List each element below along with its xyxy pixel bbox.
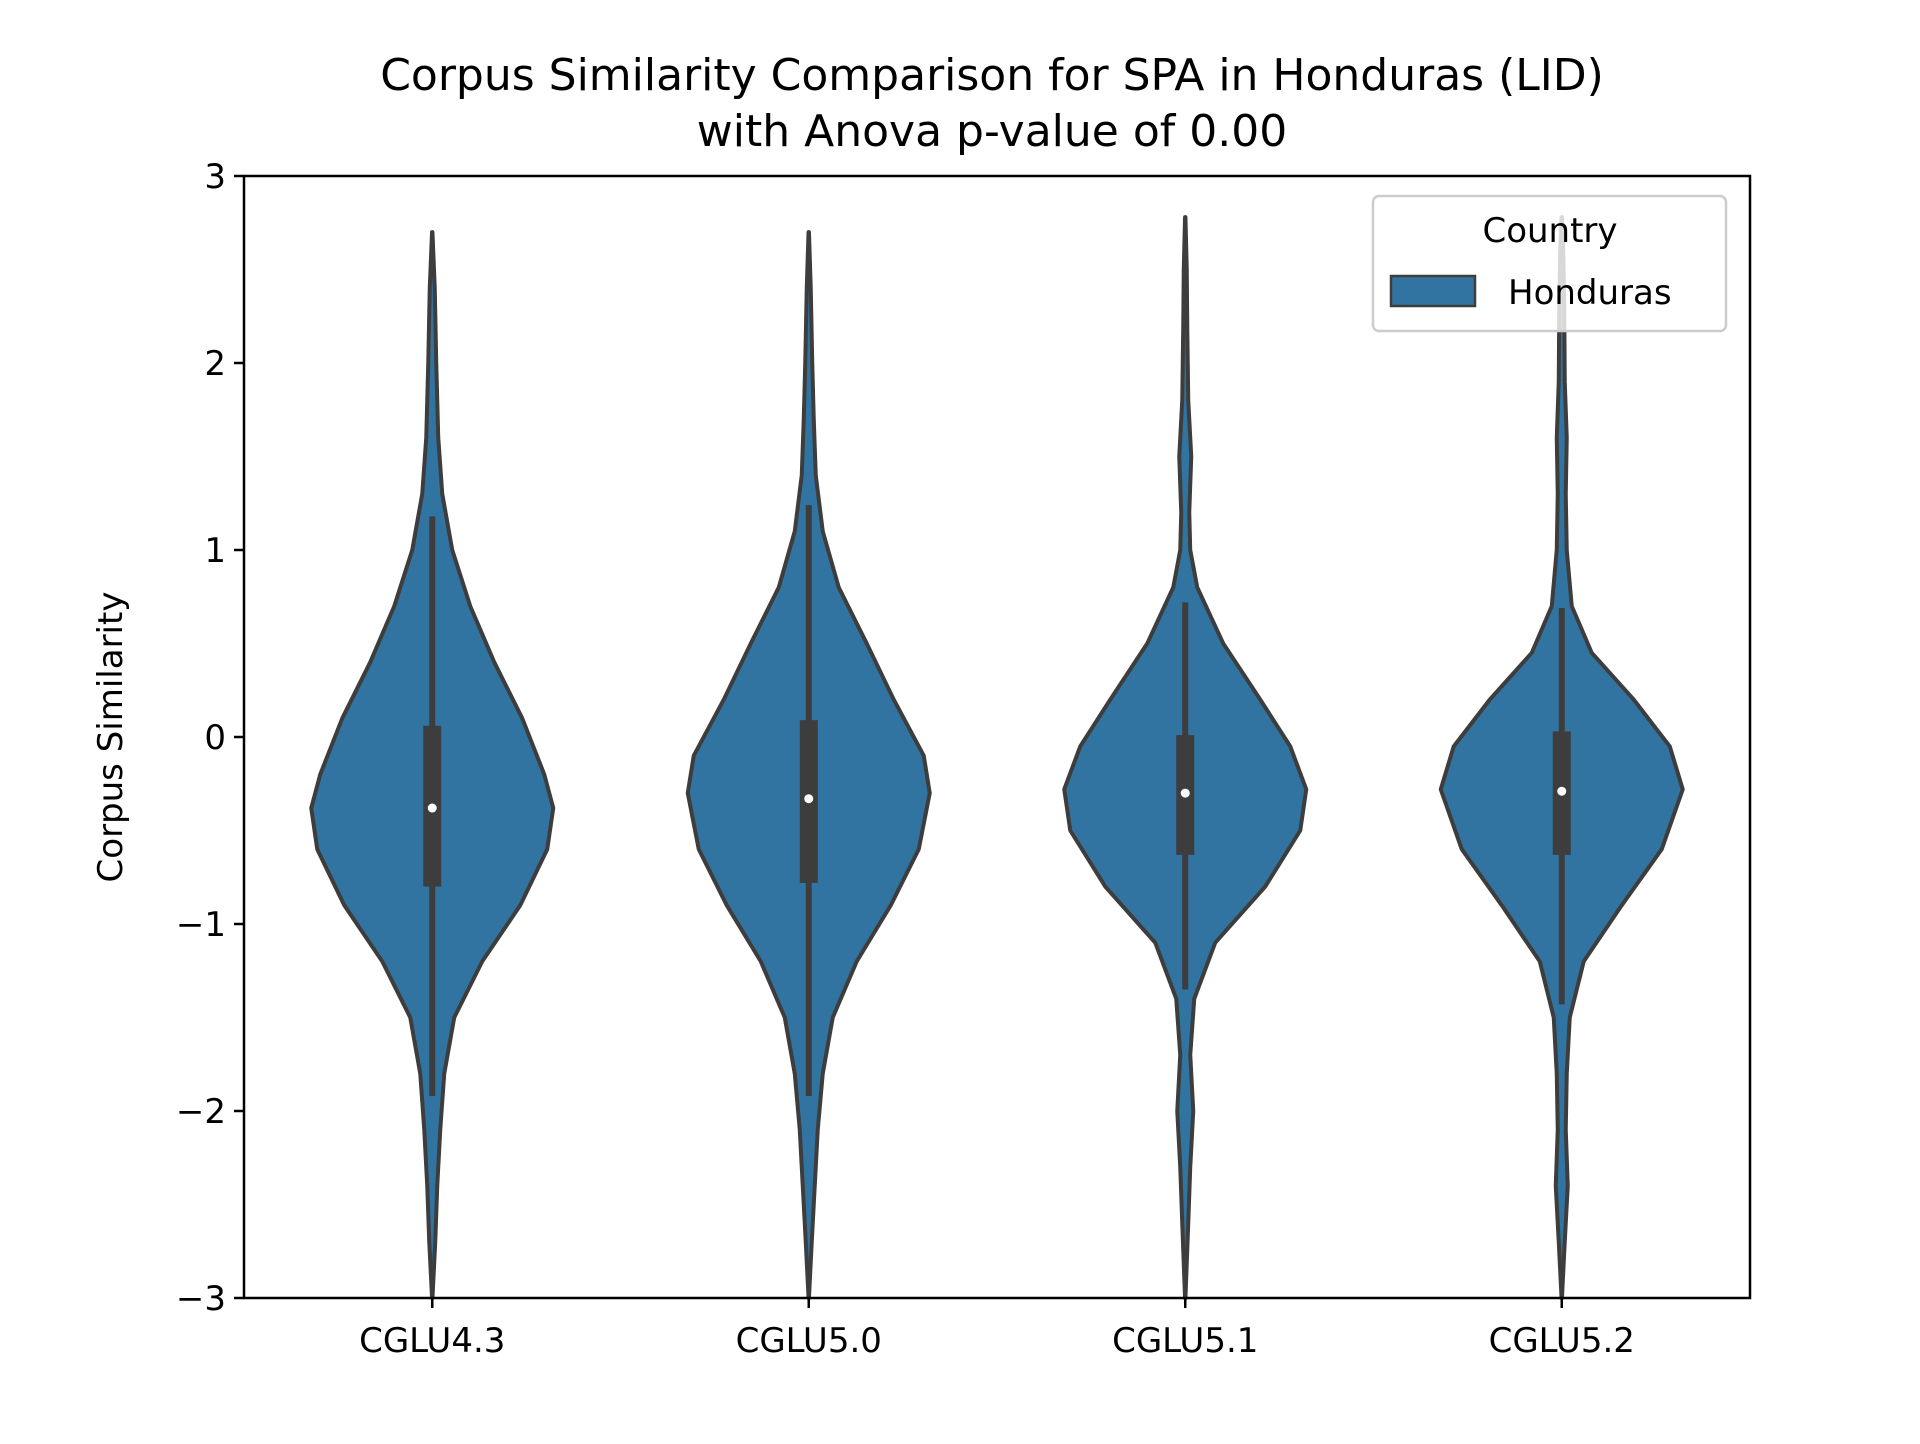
legend: Country Honduras	[1371, 194, 1728, 333]
y-axis: 3 2 1 0 −1 −2 −3	[176, 157, 244, 1319]
y-tick-label: 2	[204, 344, 226, 384]
chart-title-line-1: Corpus Similarity Comparison for SPA in …	[380, 50, 1604, 101]
y-tick-label: 0	[204, 718, 226, 758]
x-tick-label: CGLU5.0	[736, 1321, 882, 1361]
violin-median-point	[427, 803, 437, 813]
y-tick-label: 3	[204, 157, 226, 197]
legend-title: Country	[1482, 211, 1617, 251]
chart-title-line-2: with Anova p-value of 0.00	[697, 106, 1287, 157]
x-axis: CGLU4.3 CGLU5.0 CGLU5.1 CGLU5.2	[359, 1298, 1635, 1361]
y-tick-label: 1	[204, 531, 226, 571]
legend-swatch-honduras	[1389, 274, 1477, 308]
y-tick-label: −2	[176, 1092, 226, 1132]
violin-median-point	[1180, 788, 1190, 798]
legend-label-honduras: Honduras	[1508, 273, 1672, 313]
y-axis-label: Corpus Similarity	[91, 592, 131, 883]
y-tick-label: −1	[176, 905, 226, 945]
x-tick-label: CGLU4.3	[359, 1321, 505, 1361]
x-tick-label: CGLU5.2	[1489, 1321, 1635, 1361]
x-tick-label: CGLU5.1	[1112, 1321, 1258, 1361]
violin-series-group	[309, 215, 1685, 1300]
violin-median-point	[1557, 786, 1567, 796]
violin-median-point	[804, 794, 814, 804]
y-tick-label: −3	[176, 1279, 226, 1319]
